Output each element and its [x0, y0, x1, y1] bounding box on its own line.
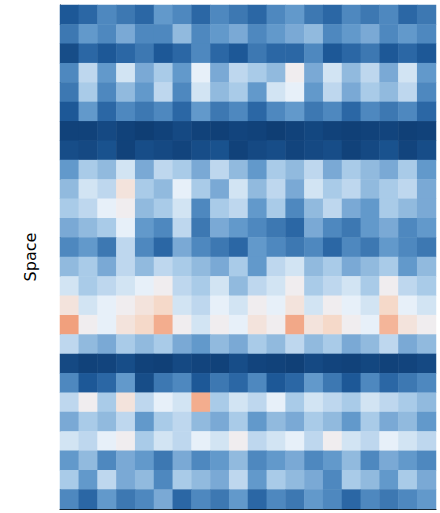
- svg-text:Space: Space: [21, 233, 40, 282]
